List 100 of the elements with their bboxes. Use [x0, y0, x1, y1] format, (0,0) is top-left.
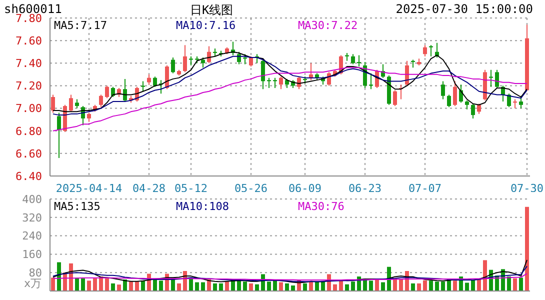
x-tick-label: 05-12: [174, 182, 208, 195]
bar: [267, 282, 271, 291]
candlestick: [429, 44, 433, 57]
bar: [411, 283, 415, 291]
text: 2025-07-30 15:00:00: [396, 2, 533, 16]
candlestick: [519, 95, 523, 109]
bar: [375, 280, 379, 291]
candlestick: [351, 54, 355, 65]
text: MA10:7.16: [176, 19, 237, 32]
bar: [87, 280, 91, 291]
bar: [195, 282, 199, 291]
y-tick-label: 80: [28, 266, 42, 280]
bar: [525, 206, 529, 291]
y-tick-label: 240: [22, 230, 42, 243]
bar: [417, 283, 421, 291]
candlestick: [147, 74, 151, 86]
y-tick-label: 6.40: [16, 170, 42, 183]
bar: [339, 280, 343, 291]
candlestick: [249, 56, 253, 68]
candlestick: [153, 76, 157, 88]
bar: [477, 280, 481, 291]
bar: [135, 282, 139, 291]
candlestick: [423, 44, 427, 57]
bar: [435, 282, 439, 291]
candlestick: [189, 56, 193, 66]
bar: [213, 283, 217, 291]
bar: [279, 282, 283, 291]
bar: [291, 285, 295, 291]
bar: [249, 283, 253, 291]
bar: [351, 282, 355, 291]
line-series: [52, 273, 528, 280]
bar: [399, 280, 403, 291]
line-series: [52, 266, 528, 282]
bar: [111, 283, 115, 291]
candlestick: [51, 94, 55, 114]
x-tick-label: 07-30: [510, 182, 544, 195]
bar: [105, 278, 109, 291]
candlestick: [477, 103, 481, 114]
y-tick-label: 7.20: [16, 80, 42, 93]
y-tick-label: 6.60: [16, 147, 42, 160]
text: MA30:7.22: [298, 19, 359, 32]
candlestick: [69, 94, 73, 112]
bar: [441, 282, 445, 291]
bar: [273, 280, 277, 291]
bar: [285, 283, 289, 291]
bar: [519, 278, 523, 291]
bar: [225, 282, 229, 291]
bar: [483, 260, 487, 291]
candlestick: [441, 80, 445, 100]
bar: [201, 282, 205, 291]
candlestick: [453, 80, 457, 107]
y-tick-label: 7.60: [16, 34, 42, 48]
bar: [81, 278, 85, 291]
bar: [453, 280, 457, 291]
candlestick: [87, 112, 91, 122]
candlestick: [507, 93, 511, 108]
bar: [345, 284, 349, 291]
bar: [423, 280, 427, 291]
bar: [93, 278, 97, 291]
bar: [159, 280, 163, 291]
bar: [117, 284, 121, 291]
bar: [309, 282, 313, 291]
bar: [219, 283, 223, 291]
x-tick-label: 2025-04-14: [56, 182, 122, 195]
x-tick-label: 07-07: [408, 182, 442, 195]
bar: [129, 282, 133, 291]
y-tick-label: 400: [22, 192, 42, 206]
candlestick: [165, 64, 169, 90]
text: MA5:7.17: [54, 19, 108, 32]
y-tick-label: 6.80: [16, 124, 42, 138]
y-tick-label: 160: [22, 248, 42, 262]
text: MA5:135: [54, 200, 102, 213]
bar: [75, 278, 79, 291]
candlestick: [141, 80, 145, 92]
text: MA10:108: [176, 200, 230, 213]
candlestick: [471, 103, 475, 119]
candlestick: [105, 85, 109, 99]
candlestick: [447, 94, 451, 108]
candlestick: [75, 98, 79, 109]
bar: [243, 282, 247, 291]
candlestick: [99, 94, 103, 108]
text: MA30:76: [298, 200, 346, 213]
candlestick: [393, 90, 397, 107]
candlestick: [57, 112, 61, 158]
y-tick-label: 7.40: [16, 57, 42, 70]
bar: [333, 284, 337, 291]
candlestick: [261, 59, 265, 90]
x-tick-label: 06-09: [288, 182, 322, 195]
bar: [51, 278, 55, 291]
bar: [513, 278, 517, 291]
bar: [465, 282, 469, 291]
bar: [381, 282, 385, 291]
y-tick-label: 320: [22, 211, 42, 224]
x-tick-label: 06-23: [348, 182, 382, 195]
bar: [189, 278, 193, 291]
bar: [177, 283, 181, 291]
candlestick: [489, 69, 493, 88]
candlestick: [465, 100, 469, 110]
candlestick: [171, 57, 175, 74]
y-axis-title: x万: [24, 277, 42, 291]
